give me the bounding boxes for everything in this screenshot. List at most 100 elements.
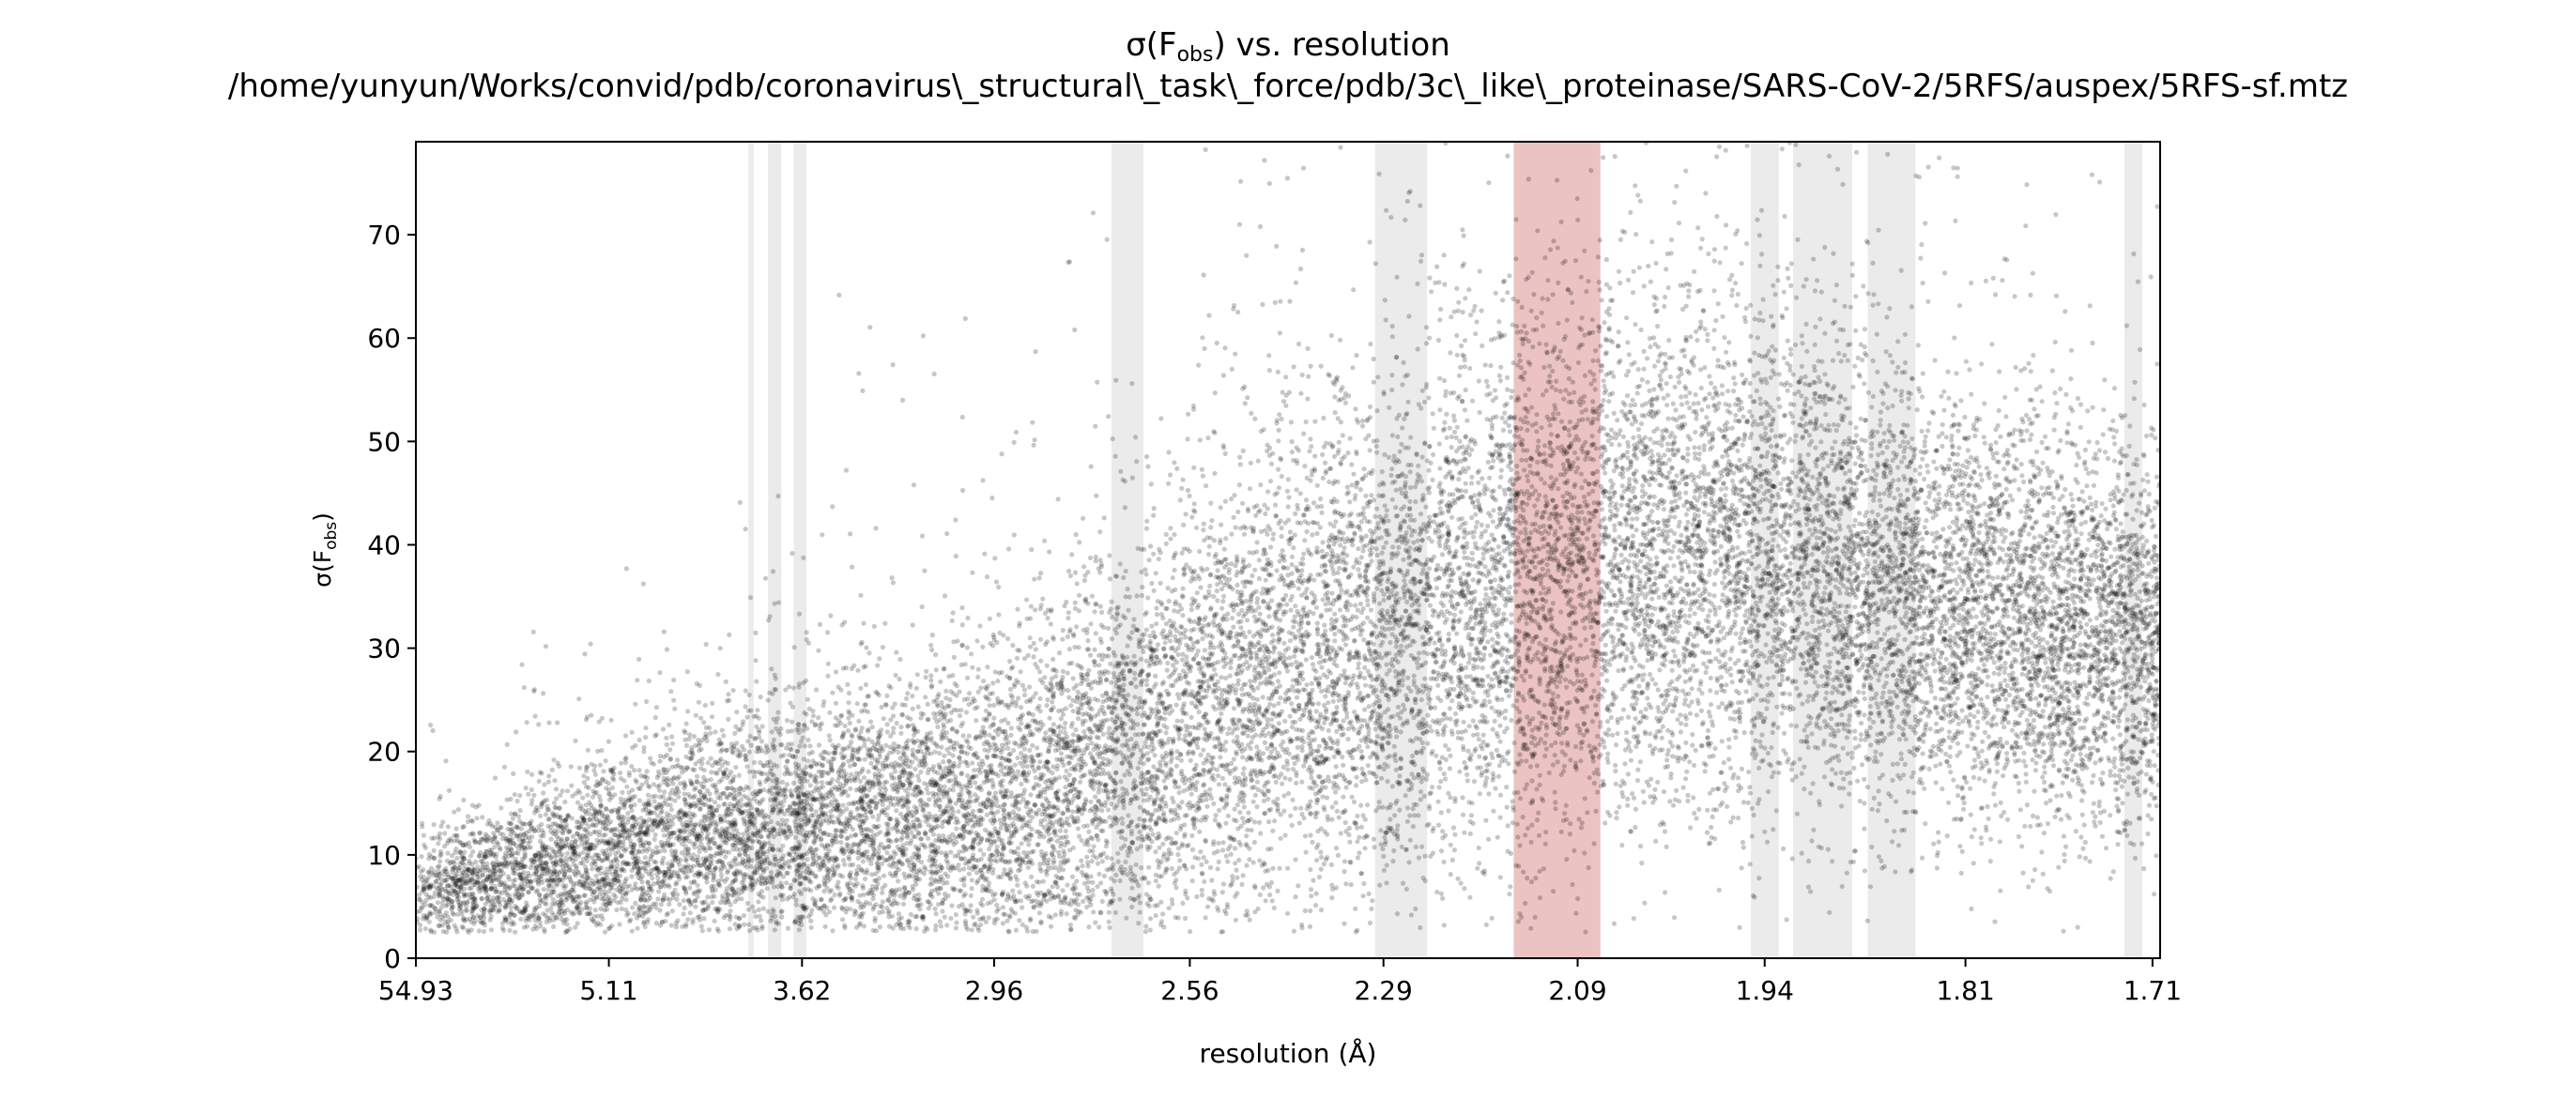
- data-point: [684, 669, 690, 675]
- data-point: [845, 793, 851, 799]
- data-point: [1963, 359, 1969, 364]
- data-point: [1435, 682, 1441, 689]
- data-point: [1938, 761, 1943, 767]
- data-point: [765, 908, 771, 914]
- data-point: [521, 869, 527, 875]
- data-point: [1407, 813, 1413, 818]
- data-point: [1666, 687, 1672, 694]
- data-point: [1703, 669, 1709, 676]
- data-point: [1565, 664, 1571, 669]
- data-point: [1019, 721, 1024, 726]
- data-point: [1323, 694, 1328, 699]
- data-point: [1189, 832, 1195, 839]
- data-point: [1982, 778, 1987, 784]
- data-point: [1663, 351, 1668, 357]
- data-point: [1713, 317, 1719, 324]
- data-point: [754, 870, 759, 876]
- data-point: [1462, 527, 1467, 533]
- data-point: [1540, 296, 1545, 301]
- data-point: [1817, 316, 1823, 322]
- data-point: [1397, 773, 1403, 779]
- data-point: [1522, 370, 1527, 375]
- data-point: [912, 878, 918, 883]
- data-point: [1634, 384, 1640, 389]
- data-point: [1617, 442, 1622, 448]
- data-point: [1164, 865, 1170, 872]
- data-point: [1543, 732, 1549, 738]
- data-point: [1172, 460, 1177, 466]
- data-point: [1435, 670, 1441, 676]
- data-point: [1144, 682, 1150, 688]
- data-point: [805, 821, 810, 827]
- data-point: [2029, 432, 2034, 437]
- data-point: [2149, 517, 2154, 524]
- data-point: [713, 729, 718, 735]
- data-point: [1529, 778, 1535, 784]
- data-point: [933, 798, 939, 803]
- data-point: [1809, 599, 1815, 605]
- data-point: [643, 861, 649, 866]
- data-point: [1850, 532, 1856, 538]
- data-point: [1683, 776, 1689, 782]
- data-point: [974, 870, 980, 876]
- data-point: [2069, 496, 2075, 502]
- data-point: [1713, 656, 1719, 662]
- data-point: [1099, 652, 1105, 658]
- data-point: [1027, 635, 1033, 641]
- data-point: [2009, 727, 2015, 733]
- data-point: [1779, 146, 1785, 152]
- data-point: [1308, 436, 1313, 442]
- data-point: [1537, 546, 1542, 552]
- data-point: [1698, 245, 1704, 251]
- data-point: [1741, 576, 1747, 582]
- data-point: [975, 674, 981, 680]
- data-point: [1162, 640, 1168, 646]
- data-point: [1231, 756, 1236, 762]
- data-point: [1616, 329, 1621, 335]
- data-point: [1129, 381, 1135, 387]
- data-point: [2022, 665, 2028, 671]
- data-point: [969, 878, 974, 883]
- data-point: [1720, 454, 1725, 460]
- data-point: [590, 813, 597, 819]
- data-point: [1242, 401, 1248, 406]
- data-point: [648, 756, 653, 761]
- data-point: [820, 532, 825, 538]
- data-point: [1442, 593, 1449, 599]
- data-point: [1962, 626, 1968, 632]
- data-point: [1528, 801, 1534, 806]
- data-point: [1191, 465, 1197, 470]
- data-point: [1163, 730, 1169, 736]
- data-point: [1447, 425, 1452, 431]
- data-point: [1871, 719, 1877, 725]
- data-point: [987, 616, 992, 621]
- data-point: [1058, 751, 1065, 756]
- data-point: [1407, 554, 1413, 559]
- data-point: [1471, 599, 1477, 604]
- data-point: [2014, 546, 2019, 553]
- data-point: [1190, 751, 1196, 756]
- data-point: [2019, 473, 2025, 479]
- data-point: [449, 876, 455, 881]
- data-point: [1020, 712, 1026, 718]
- data-point: [1272, 299, 1278, 305]
- data-point: [933, 697, 940, 703]
- data-point: [2096, 448, 2103, 453]
- data-point: [1901, 536, 1907, 542]
- data-point: [1092, 647, 1097, 652]
- data-point: [1664, 583, 1669, 588]
- data-point: [2120, 529, 2125, 535]
- data-point: [1254, 540, 1260, 545]
- data-point: [1689, 699, 1694, 705]
- data-point: [1857, 547, 1863, 553]
- data-point: [1029, 874, 1035, 880]
- data-point: [1296, 820, 1302, 826]
- data-point: [1936, 839, 1941, 845]
- data-point: [938, 923, 944, 929]
- data-point: [1768, 374, 1773, 380]
- data-point: [1573, 553, 1579, 558]
- data-point: [2136, 737, 2141, 742]
- data-point: [1603, 668, 1609, 674]
- data-point: [1468, 313, 1474, 318]
- data-point: [927, 797, 932, 802]
